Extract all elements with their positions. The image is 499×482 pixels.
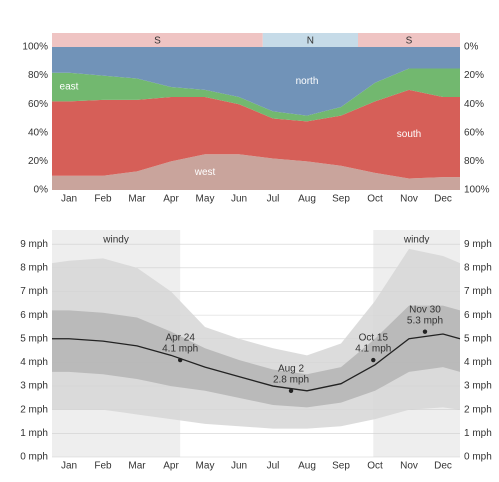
y-tick-label: 8 mph (20, 262, 48, 273)
average-wind-line (52, 333, 461, 392)
annotation-date: Aug 2 (278, 363, 305, 374)
x-tick-label: Dec (434, 194, 452, 205)
windy-label: windy (403, 235, 430, 246)
x-tick-label: Apr (163, 461, 179, 472)
x-tick-label: May (196, 461, 215, 472)
y2-tick-label: 8 mph (464, 262, 492, 273)
y-tick-label: 6 mph (20, 310, 48, 321)
direction-region (262, 33, 358, 47)
y-tick-label: 9 mph (20, 239, 48, 250)
x-tick-label: Oct (367, 194, 383, 205)
wind-direction-area (52, 154, 460, 190)
x-tick-label: Sep (332, 194, 350, 205)
x-tick-label: Nov (400, 461, 418, 472)
direction-region-label: N (307, 36, 314, 47)
y2-tick-label: 9 mph (464, 239, 492, 250)
y2-tick-label: 7 mph (464, 286, 492, 297)
y-tick-label: 3 mph (20, 381, 48, 392)
x-tick-label: Apr (163, 194, 179, 205)
y2-tick-label: 20% (464, 70, 484, 81)
y2-tick-label: 6 mph (464, 310, 492, 321)
y-tick-label: 100% (22, 42, 48, 53)
x-tick-label: Mar (128, 194, 146, 205)
y-tick-label: 40% (28, 127, 48, 138)
annotation-date: Nov 30 (409, 304, 441, 315)
windy-label: windy (102, 235, 129, 246)
y2-tick-label: 4 mph (464, 357, 492, 368)
x-tick-label: May (196, 194, 215, 205)
annotation-value: 5.3 mph (407, 315, 443, 326)
y-tick-label: 60% (28, 99, 48, 110)
y-tick-label: 0 mph (20, 452, 48, 463)
y-tick-label: 2 mph (20, 404, 48, 415)
x-tick-label: Jul (267, 194, 280, 205)
annotation-value: 4.1 mph (162, 344, 198, 355)
y-tick-label: 1 mph (20, 428, 48, 439)
y-tick-label: 20% (28, 156, 48, 167)
annotation-dot (288, 388, 294, 393)
series-label: south (397, 129, 421, 140)
x-tick-label: Oct (367, 461, 383, 472)
x-tick-label: Aug (298, 461, 316, 472)
y2-tick-label: 3 mph (464, 381, 492, 392)
wind-direction-area (52, 89, 460, 179)
wind-direction-area (52, 68, 460, 122)
wind-direction-area (52, 47, 460, 116)
y2-tick-label: 80% (464, 156, 484, 167)
x-tick-label: Feb (94, 194, 112, 205)
x-tick-label: Nov (400, 194, 418, 205)
y2-tick-label: 5 mph (464, 333, 492, 344)
y2-tick-label: 60% (464, 127, 484, 138)
y2-tick-label: 1 mph (464, 428, 492, 439)
x-tick-label: Jul (267, 461, 280, 472)
x-tick-label: Aug (298, 194, 316, 205)
annotation-date: Apr 24 (165, 333, 195, 344)
x-tick-label: Mar (128, 461, 146, 472)
y-tick-label: 5 mph (20, 333, 48, 344)
x-tick-label: Jan (61, 461, 77, 472)
annotation-dot (371, 357, 376, 363)
annotation-date: Oct 15 (359, 333, 389, 344)
x-tick-label: Jun (231, 461, 247, 472)
x-tick-label: Dec (434, 461, 452, 472)
y2-tick-label: 0 mph (464, 452, 492, 463)
series-label: north (296, 76, 319, 87)
annotation-dot (422, 329, 428, 334)
y-tick-label: 0% (34, 185, 49, 196)
annotation-value: 2.8 mph (273, 374, 309, 385)
percentile-band (52, 305, 460, 408)
y-tick-label: 4 mph (20, 357, 48, 368)
direction-region (52, 33, 263, 47)
direction-region-label: S (154, 36, 161, 47)
series-label: east (60, 82, 79, 93)
x-tick-label: Feb (94, 461, 112, 472)
y2-tick-label: 2 mph (464, 404, 492, 415)
y2-tick-label: 40% (464, 99, 484, 110)
y-tick-label: 7 mph (20, 286, 48, 297)
y-tick-label: 80% (28, 70, 48, 81)
x-tick-label: Jun (231, 194, 247, 205)
direction-region-label: S (406, 36, 413, 47)
annotation-dot (177, 357, 183, 363)
x-tick-label: Sep (332, 461, 350, 472)
y2-tick-label: 0% (464, 42, 479, 53)
series-label: west (194, 167, 216, 178)
direction-region (358, 33, 460, 47)
y2-tick-label: 100% (464, 185, 490, 196)
x-tick-label: Jan (61, 194, 77, 205)
annotation-value: 4.1 mph (355, 344, 391, 355)
